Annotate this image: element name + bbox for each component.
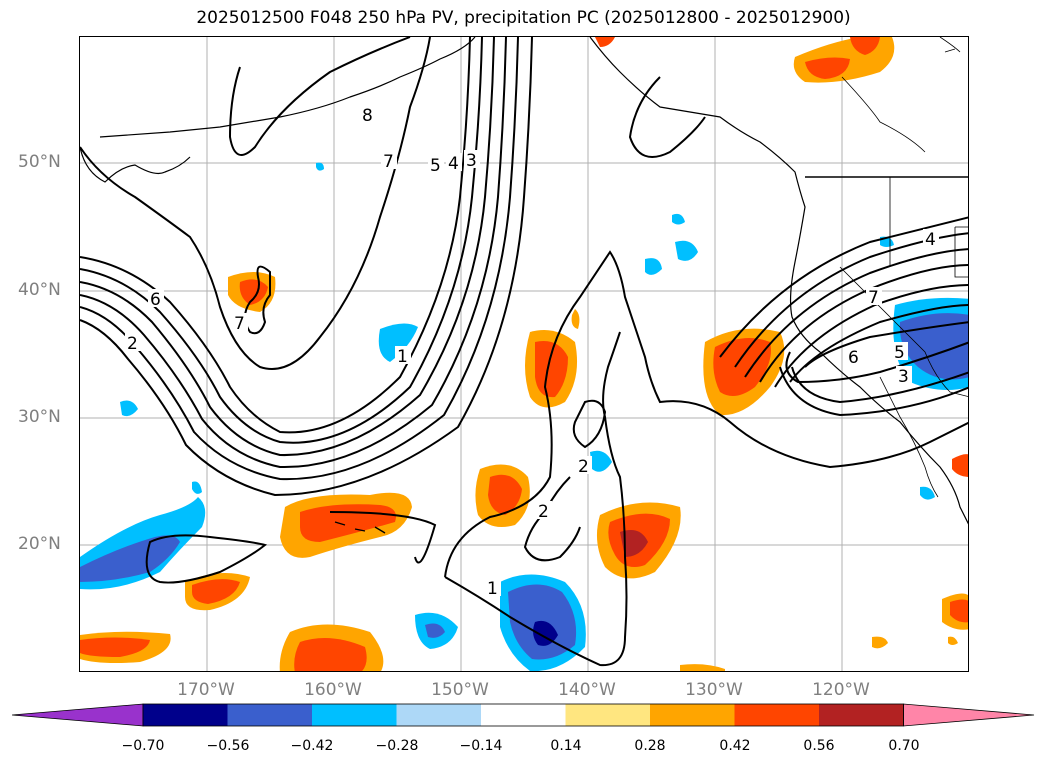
colorbar-frame: [142, 703, 904, 727]
contour-label: 2: [578, 457, 589, 477]
map-canvas: 8 7 5 4 3 6 2 7 1 2 1 2 4 7 6 5 3: [80, 37, 968, 671]
contour-label: 8: [362, 106, 373, 126]
colorbar-tick-label: 0.70: [888, 738, 920, 754]
lon-label-130w: 130°W: [685, 680, 743, 700]
contour-label: 7: [234, 314, 245, 334]
colorbar-segment: [734, 704, 820, 726]
lon-label-120w: 120°W: [812, 680, 870, 700]
colorbar-segment: [650, 704, 735, 726]
contour-label: 5: [894, 343, 905, 363]
colorbar-tick-label: 0.28: [634, 738, 666, 754]
contour-label: 3: [466, 151, 477, 171]
colorbar: [12, 703, 1035, 727]
colorbar-segment: [143, 704, 228, 726]
colorbar-segment: [819, 704, 904, 726]
map-panel: 8 7 5 4 3 6 2 7 1 2 1 2 4 7 6 5 3: [79, 36, 969, 672]
colorbar-extend-low: [12, 703, 144, 727]
contour-label: 6: [848, 348, 859, 368]
contour-label: 7: [868, 288, 879, 308]
contour-label: 6: [150, 290, 161, 310]
lat-label-50n: 50°N: [18, 152, 61, 172]
colorbar-tick-label: −0.42: [290, 738, 334, 754]
pv-contour-labels: 8 7 5 4 3 6 2 7 1 2 1 2 4 7 6 5 3: [125, 105, 939, 599]
precip-negative-shading: [80, 162, 968, 671]
colorbar-segment: [565, 704, 651, 726]
colorbar-tick-label: −0.28: [375, 738, 419, 754]
contour-label: 4: [448, 154, 459, 174]
contour-label: 3: [898, 367, 909, 387]
lat-label-20n: 20°N: [18, 534, 61, 554]
colorbar-segment: [312, 704, 397, 726]
map-title: 2025012500 F048 250 hPa PV, precipitatio…: [196, 8, 851, 28]
colorbar-segment: [396, 704, 482, 726]
contour-label: 2: [127, 334, 138, 354]
colorbar-extend-high: [903, 703, 1035, 727]
colorbar-tick-label: 0.14: [550, 738, 582, 754]
lon-label-170w: 170°W: [177, 680, 235, 700]
pv-contours: [80, 37, 968, 667]
contour-label: 5: [430, 156, 441, 176]
colorbar-tick-label: −0.70: [121, 738, 165, 754]
contour-label: 7: [383, 152, 394, 172]
lat-label-30n: 30°N: [18, 407, 61, 427]
coastlines: [80, 37, 968, 534]
lat-label-40n: 40°N: [18, 280, 61, 300]
lon-label-140w: 140°W: [558, 680, 616, 700]
contour-label: 1: [487, 579, 498, 599]
colorbar-segment: [481, 704, 566, 726]
colorbar-tick-label: 0.42: [719, 738, 751, 754]
contour-label: 2: [538, 502, 549, 522]
contour-label: 1: [397, 347, 408, 367]
precip-positive-shading: [80, 37, 968, 671]
colorbar-tick-label: 0.56: [803, 738, 835, 754]
colorbar-tick-label: −0.56: [206, 738, 250, 754]
contour-label: 4: [925, 230, 936, 250]
colorbar-tick-label: −0.14: [459, 738, 503, 754]
lon-label-160w: 160°W: [304, 680, 362, 700]
colorbar-segment: [227, 704, 313, 726]
lon-label-150w: 150°W: [431, 680, 489, 700]
